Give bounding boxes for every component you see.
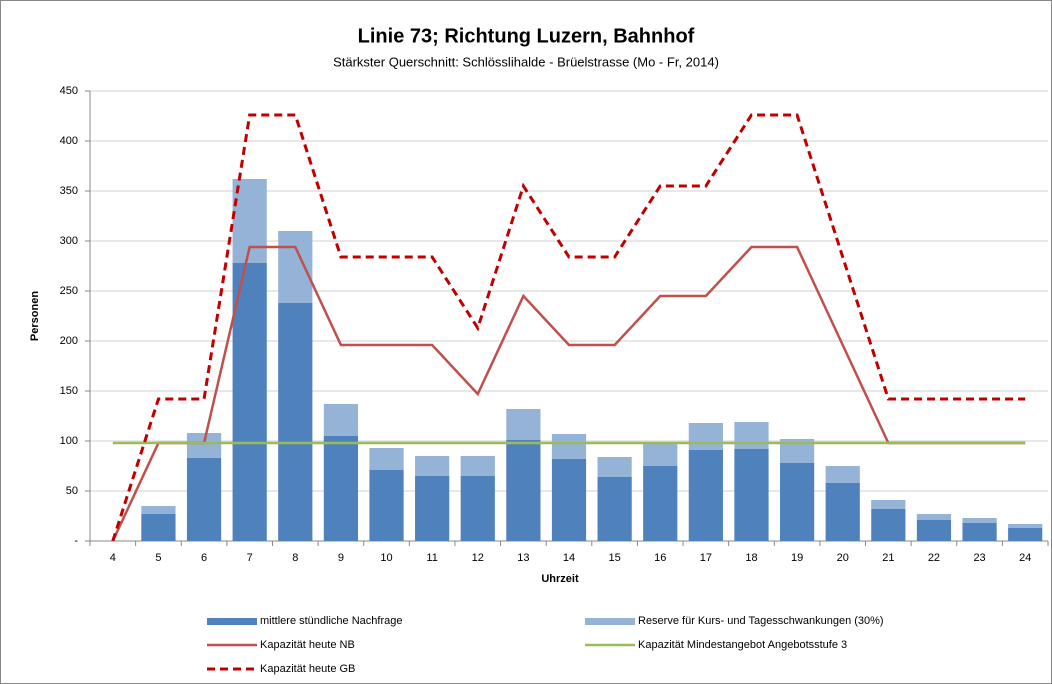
y-tick-label: 400 [60, 135, 78, 147]
x-tick-label: 5 [155, 552, 161, 564]
y-tick-label: 450 [60, 85, 78, 97]
x-tick-label: 10 [380, 552, 392, 564]
bar [734, 449, 769, 541]
bar [643, 466, 678, 541]
x-tick-label: 19 [791, 552, 803, 564]
bar [369, 470, 404, 541]
x-tick-label: 24 [1019, 552, 1031, 564]
y-tick-label: 350 [60, 185, 78, 197]
bar [415, 456, 450, 476]
legend-label: mittlere stündliche Nachfrage [260, 615, 402, 627]
bar [825, 483, 860, 541]
legend-label: Kapazität heute NB [260, 639, 355, 651]
legend-swatch [207, 618, 257, 625]
legend-label: Kapazität heute GB [260, 663, 355, 675]
bar [643, 443, 678, 466]
bar [825, 466, 860, 483]
bar [871, 509, 906, 541]
y-tick-label: - [74, 535, 78, 547]
y-tick-label: 100 [60, 435, 78, 447]
line-series [111, 245, 1026, 542]
bar [688, 423, 723, 450]
x-tick-label: 12 [472, 552, 484, 564]
legend-label: Kapazität Mindestangebot Angebotsstufe 3 [638, 639, 847, 651]
bar [551, 434, 587, 459]
bar [278, 303, 313, 541]
bar [323, 404, 359, 436]
chart-title: Linie 73; Richtung Luzern, Bahnhof [358, 25, 695, 47]
bar [186, 458, 222, 541]
bar [141, 506, 176, 514]
x-tick-label: 18 [745, 552, 757, 564]
bar [506, 440, 541, 541]
bar [916, 520, 952, 541]
x-tick-label: 9 [338, 552, 344, 564]
x-tick-label: 6 [201, 552, 207, 564]
x-tick-label: 4 [110, 552, 116, 564]
bar [962, 518, 997, 523]
y-tick-label: 200 [60, 335, 78, 347]
bar [460, 476, 495, 541]
bar [369, 448, 404, 470]
bar [1008, 528, 1043, 541]
bar [779, 463, 815, 541]
x-tick-label: 16 [654, 552, 666, 564]
x-tick-label: 15 [608, 552, 620, 564]
y-axis-label: Personen [29, 291, 41, 341]
x-tick-label: 8 [292, 552, 298, 564]
legend-swatch [585, 618, 635, 625]
bar [506, 409, 541, 440]
bar [688, 450, 723, 541]
bar [278, 231, 313, 303]
bar [916, 514, 952, 520]
x-tick-label: 20 [837, 552, 849, 564]
x-axis-label: Uhrzeit [541, 573, 579, 585]
bar [871, 500, 906, 509]
bar [962, 523, 997, 541]
legend-label: Reserve für Kurs- und Tagesschwankungen … [638, 615, 884, 627]
bar [460, 456, 495, 476]
x-tick-label: 13 [517, 552, 529, 564]
y-tick-label: 250 [60, 285, 78, 297]
bar [415, 476, 450, 541]
bar [1008, 524, 1043, 528]
x-tick-label: 11 [426, 552, 437, 564]
x-tick-label: 7 [247, 552, 253, 564]
bar [597, 457, 632, 477]
bar [597, 477, 632, 541]
bar [232, 263, 267, 541]
y-tick-label: 150 [60, 385, 78, 397]
y-tick-label: 50 [66, 485, 78, 497]
x-tick-label: 21 [882, 552, 894, 564]
bar [734, 422, 769, 449]
bar [141, 514, 176, 541]
bar [323, 436, 359, 541]
chart-subtitle: Stärkster Querschnitt: Schlösslihalde - … [333, 54, 719, 69]
x-tick-label: 23 [973, 552, 985, 564]
x-tick-label: 22 [928, 552, 940, 564]
x-tick-label: 17 [700, 552, 712, 564]
x-tick-label: 14 [563, 552, 575, 564]
y-tick-label: 300 [60, 235, 78, 247]
line-series [111, 113, 1026, 542]
bar [186, 433, 222, 458]
bar [551, 459, 587, 541]
